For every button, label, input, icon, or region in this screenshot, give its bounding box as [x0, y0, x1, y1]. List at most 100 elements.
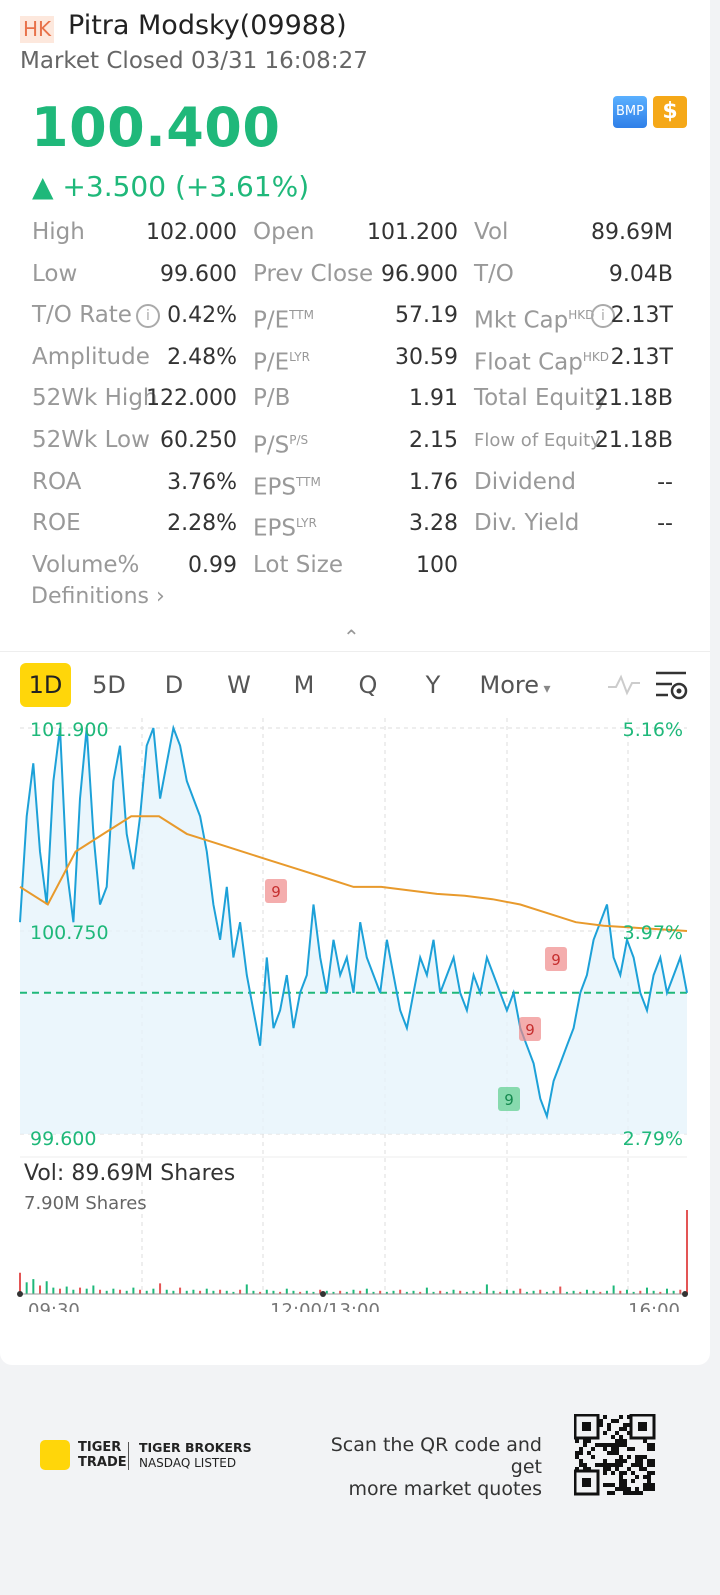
tiger-logo-icon	[40, 1440, 70, 1470]
stat-value: 99.600	[160, 261, 237, 287]
price-line	[19, 724, 688, 1120]
info-icon[interactable]: i	[591, 304, 615, 329]
volume-bar	[572, 1290, 575, 1294]
signal-marker	[545, 947, 567, 971]
tab-w[interactable]: W	[227, 671, 251, 699]
stat-value: 3.28	[409, 511, 458, 537]
volume-bar	[392, 1290, 395, 1294]
market-badge: HK	[20, 16, 55, 43]
stat-value: 0.42%	[167, 303, 237, 329]
volume-bar	[359, 1290, 362, 1294]
volume-bar	[365, 1288, 368, 1294]
volume-bar	[272, 1290, 275, 1294]
tab-y[interactable]: Y	[425, 671, 441, 699]
dollar-icon[interactable]: $	[653, 96, 687, 128]
volume-bar	[425, 1287, 428, 1294]
volume-bar	[639, 1290, 642, 1294]
stats-row: 52Wk High 122.000 P/B 1.91 Total Equity 21.18…	[32, 378, 687, 420]
volume-bar	[619, 1290, 622, 1294]
volume-bar	[479, 1291, 482, 1294]
volume-bar	[332, 1291, 335, 1294]
volume-bar	[585, 1289, 588, 1294]
price-axis-label: 100.750	[30, 922, 109, 944]
stock-title: Pitra Modsky(09988)	[68, 10, 347, 41]
volume-bar	[459, 1290, 462, 1294]
stat-value: 21.18B	[594, 386, 673, 412]
volume-bar	[239, 1289, 242, 1294]
stats-grid: High 102.000 Open 101.200 Vol 89.69M Low 99.600…	[32, 212, 687, 586]
tab-5d[interactable]: 5D	[92, 671, 126, 699]
volume-bar	[625, 1289, 628, 1294]
definitions-link[interactable]: Definitions ›	[31, 584, 165, 609]
tab-more[interactable]: More ▾	[479, 671, 551, 699]
volume-bar	[285, 1288, 288, 1294]
volume-bar	[539, 1289, 542, 1294]
brokers-brand: TIGER BROKERS NASDAQ LISTED	[139, 1440, 252, 1471]
stat-label: High	[32, 219, 85, 245]
volume-bar	[159, 1283, 162, 1294]
volume-bar	[432, 1291, 435, 1294]
tab-1d[interactable]: 1D	[20, 663, 71, 707]
stat-label: P/ETTM	[253, 307, 314, 334]
stat-value: 102.000	[146, 220, 237, 245]
time-dot	[682, 1291, 688, 1297]
volume-bar	[212, 1290, 215, 1294]
volume-bar	[352, 1289, 355, 1294]
chart-settings-icon[interactable]	[652, 663, 690, 707]
volume-bar	[59, 1288, 62, 1294]
volume-bar	[565, 1291, 568, 1294]
tab-q[interactable]: Q	[358, 671, 378, 699]
bmp-icon[interactable]: BMP	[613, 96, 647, 128]
stat-label: Mkt CapHKD	[474, 307, 595, 334]
volume-bar	[499, 1291, 502, 1294]
stat-label-sup: HKD	[582, 349, 610, 364]
volume-bar	[319, 1289, 322, 1294]
stat-value: 2.13T	[610, 344, 673, 370]
volume-bar	[165, 1289, 168, 1294]
stats-row: Volume% 0.99 Lot Size 100	[32, 545, 687, 587]
tab-m[interactable]: M	[293, 671, 315, 699]
caret-down-icon: ▾	[539, 681, 551, 697]
stat-label: ROE	[32, 510, 81, 537]
tab-d[interactable]: D	[164, 671, 184, 699]
volume-bar	[659, 1291, 662, 1294]
signal-label: 9	[525, 1021, 535, 1039]
volume-bar	[525, 1291, 528, 1294]
price-area	[20, 728, 687, 1134]
scan-text: Scan the QR code and get more market quot…	[300, 1434, 542, 1500]
stat-value: --	[657, 511, 673, 537]
volume-bar	[545, 1291, 548, 1294]
brand-separator	[128, 1442, 129, 1470]
stats-row: 52Wk Low 60.250 P/SP/S 2.15 Flow of Equity 21…	[32, 420, 687, 462]
volume-bar	[419, 1291, 422, 1294]
volume-bar	[439, 1290, 442, 1294]
stat-label: ROA	[32, 468, 82, 495]
scan-text-line2: more market quotes	[348, 1478, 543, 1500]
stat-label: Total Equity	[474, 385, 608, 412]
stat-label-sup: LYR	[296, 516, 317, 531]
stat-label: P/ELYR	[253, 349, 310, 376]
stats-row: Low 99.600 Prev Close 96.900 T/O 9.04B	[32, 254, 687, 296]
indicator-icon[interactable]	[606, 663, 642, 707]
volume-bar	[265, 1289, 268, 1294]
volume-bar	[665, 1288, 668, 1294]
volume-bar	[686, 1210, 688, 1294]
volume-bar	[92, 1285, 95, 1294]
volume-bar	[179, 1287, 182, 1294]
intraday-chart[interactable]: 9 9 9 9 101.900 100.750 99.600 5.16% 3.97% 2.79% 0…	[0, 712, 710, 1312]
volume-bar	[605, 1290, 608, 1294]
stat-label: Open	[253, 219, 315, 245]
stat-label: T/O	[474, 260, 514, 287]
volume-bar	[552, 1290, 555, 1294]
time-axis-label: 16:00	[628, 1300, 680, 1312]
stat-value: 2.28%	[167, 511, 237, 537]
stat-value: --	[657, 469, 673, 495]
stats-row: High 102.000 Open 101.200 Vol 89.69M	[32, 212, 687, 254]
chevron-up-icon[interactable]: ⌃	[343, 625, 360, 649]
market-status: Market Closed 03/31 16:08:27	[20, 48, 368, 74]
stat-value: 89.69M	[591, 220, 673, 245]
stat-label: 52Wk High	[32, 385, 158, 412]
volume-bar	[85, 1288, 88, 1294]
info-icon[interactable]: i	[136, 304, 160, 329]
price-axis-label: 101.900	[30, 719, 109, 741]
